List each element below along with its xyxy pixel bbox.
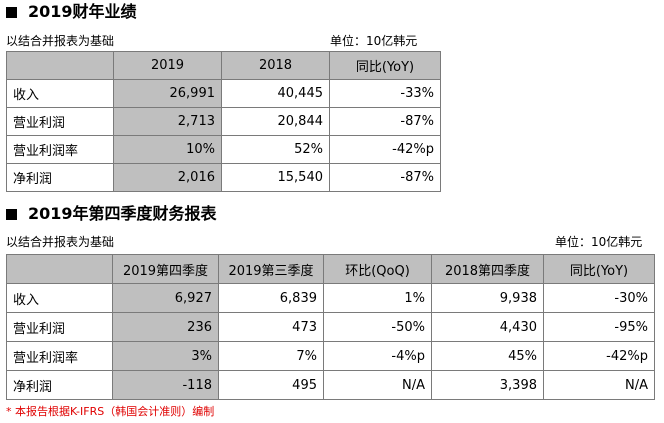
value-cell: 6,927 [112, 283, 219, 313]
row-label: 收入 [6, 283, 113, 313]
annual-title-text: 2019财年业绩 [28, 2, 137, 21]
header-cell-2019q3: 2019第三季度 [218, 254, 324, 284]
table-row: 收入 6,927 6,839 1% 9,938 -30% [6, 283, 655, 313]
value-cell: N/A [323, 370, 432, 400]
header-cell-2019q4: 2019第四季度 [112, 254, 219, 284]
value-cell: -50% [323, 312, 432, 342]
quarter-basis-note: 以结合并报表为基础 [6, 235, 115, 249]
quarter-results-table: 2019第四季度 2019第三季度 环比(QoQ) 2018第四季度 同比(Yo… [6, 254, 655, 400]
row-label: 营业利润 [6, 312, 113, 342]
table-row: 收入 26,991 40,445 -33% [6, 79, 441, 108]
table-row: 营业利润 236 473 -50% 4,430 -95% [6, 312, 655, 342]
value-cell: -95% [543, 312, 655, 342]
table-header-row: 2019第四季度 2019第三季度 环比(QoQ) 2018第四季度 同比(Yo… [6, 254, 655, 284]
row-label: 收入 [6, 79, 114, 108]
table-row: 净利润 2,016 15,540 -87% [6, 163, 441, 192]
value-cell: 7% [218, 341, 324, 371]
section-bullet-square-icon [6, 6, 17, 18]
value-cell: 1% [323, 283, 432, 313]
value-cell: 3,398 [431, 370, 544, 400]
value-cell: 45% [431, 341, 544, 371]
header-cell-qoq: 环比(QoQ) [323, 254, 432, 284]
value-cell: 20,844 [221, 107, 330, 136]
header-cell-2018q4: 2018第四季度 [431, 254, 544, 284]
table-row: 营业利润率 10% 52% -42%p [6, 135, 441, 164]
row-label: 营业利润率 [6, 341, 113, 371]
quarter-section-title: 2019年第四季度财务报表 [6, 204, 217, 224]
header-cell-yoy: 同比(YoY) [329, 51, 441, 80]
value-cell: N/A [543, 370, 655, 400]
row-label: 营业利润 [6, 107, 114, 136]
kifrs-footnote: * 本报告根据K-IFRS（韩国会计准则）编制 [6, 405, 215, 418]
table-row: 营业利润 2,713 20,844 -87% [6, 107, 441, 136]
value-cell: -30% [543, 283, 655, 313]
header-cell-blank [6, 254, 113, 284]
value-cell: -87% [329, 163, 441, 192]
value-cell: 2,016 [113, 163, 222, 192]
value-cell: 26,991 [113, 79, 222, 108]
row-label: 净利润 [6, 163, 114, 192]
row-label: 净利润 [6, 370, 113, 400]
value-cell: 15,540 [221, 163, 330, 192]
quarter-title-text: 2019年第四季度财务报表 [28, 204, 217, 223]
value-cell: -118 [112, 370, 219, 400]
value-cell: -87% [329, 107, 441, 136]
annual-section-title: 2019财年业绩 [6, 2, 137, 22]
header-cell-blank [6, 51, 114, 80]
value-cell: 495 [218, 370, 324, 400]
value-cell: 40,445 [221, 79, 330, 108]
header-cell-yoy: 同比(YoY) [543, 254, 655, 284]
value-cell: 3% [112, 341, 219, 371]
value-cell: -42%p [329, 135, 441, 164]
value-cell: -33% [329, 79, 441, 108]
table-header-row: 2019 2018 同比(YoY) [6, 51, 441, 80]
value-cell: 2,713 [113, 107, 222, 136]
value-cell: 236 [112, 312, 219, 342]
value-cell: 473 [218, 312, 324, 342]
section-bullet-square-icon [6, 208, 17, 220]
value-cell: 4,430 [431, 312, 544, 342]
annual-results-table: 2019 2018 同比(YoY) 收入 26,991 40,445 -33% … [6, 51, 441, 192]
annual-basis-note: 以结合并报表为基础 [6, 34, 115, 48]
row-label: 营业利润率 [6, 135, 114, 164]
value-cell: 9,938 [431, 283, 544, 313]
value-cell: 10% [113, 135, 222, 164]
value-cell: -42%p [543, 341, 655, 371]
value-cell: 6,839 [218, 283, 324, 313]
quarter-unit-note: 单位：10亿韩元 [555, 235, 643, 249]
header-cell-2018: 2018 [221, 51, 330, 80]
table-row: 净利润 -118 495 N/A 3,398 N/A [6, 370, 655, 400]
table-row: 营业利润率 3% 7% -4%p 45% -42%p [6, 341, 655, 371]
annual-unit-note: 单位：10亿韩元 [330, 34, 418, 48]
value-cell: -4%p [323, 341, 432, 371]
value-cell: 52% [221, 135, 330, 164]
header-cell-2019: 2019 [113, 51, 222, 80]
